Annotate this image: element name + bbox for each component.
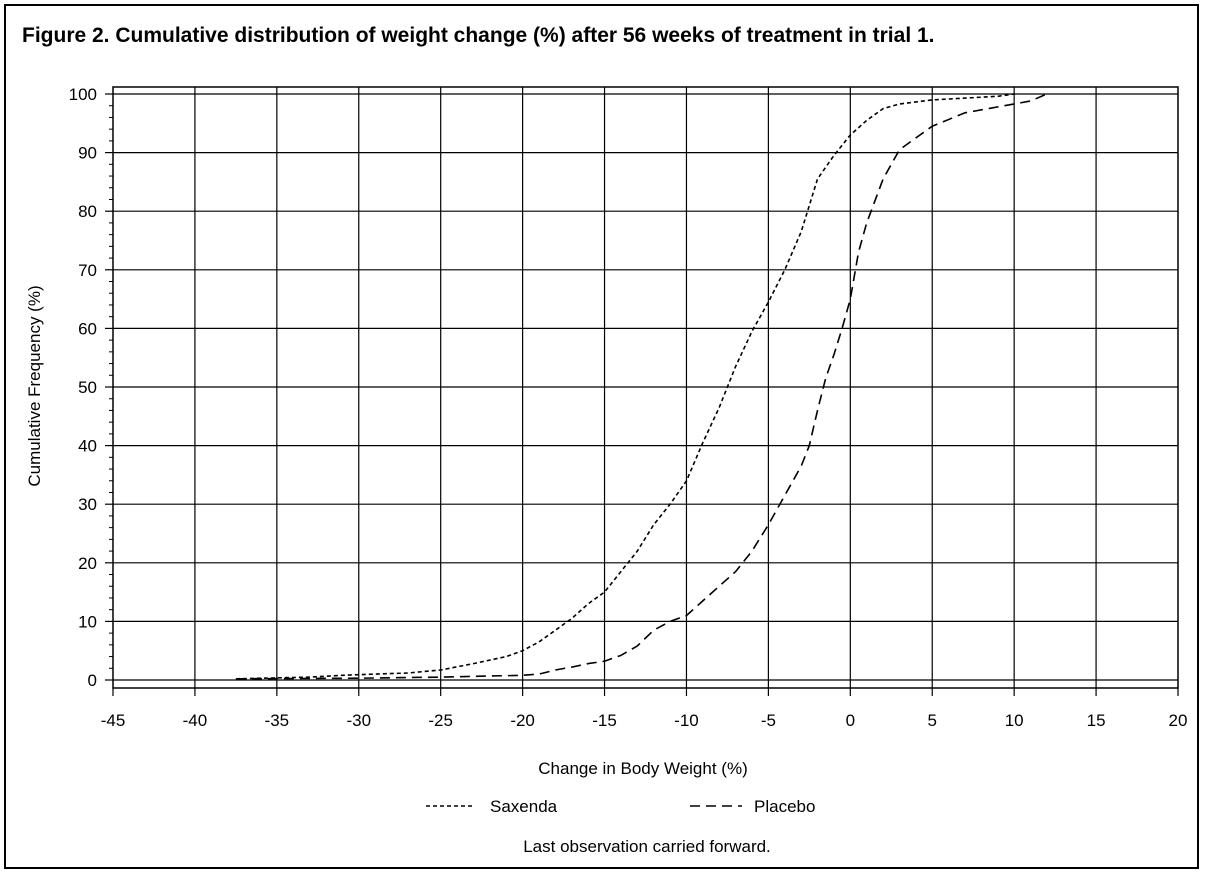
y-tick-label: 100 [69, 85, 97, 104]
x-tick-label: -25 [428, 711, 453, 730]
x-tick-label: -30 [346, 711, 371, 730]
footnote: Last observation carried forward. [523, 837, 771, 856]
series-line-placebo [235, 93, 1048, 680]
x-tick-label: 10 [1005, 711, 1024, 730]
x-tick-label: -35 [265, 711, 290, 730]
y-tick-label: 20 [78, 554, 97, 573]
y-tick-label: 0 [88, 671, 97, 690]
y-tick-label: 30 [78, 495, 97, 514]
y-tick-label: 50 [78, 378, 97, 397]
x-tick-label: -15 [592, 711, 617, 730]
y-axis-title: Cumulative Frequency (%) [25, 285, 44, 486]
x-tick-label: 5 [927, 711, 936, 730]
y-tick-label: 60 [78, 319, 97, 338]
legend-label-saxenda: Saxenda [490, 797, 558, 816]
axes: -45 -40 -35 -30 -25 -20 -15 -10 -5 0 5 10 15 20 0 10 20 3… [69, 85, 1188, 730]
x-tick-label: 20 [1169, 711, 1188, 730]
x-tick-label: -20 [510, 711, 535, 730]
x-tick-label: -40 [183, 711, 208, 730]
chart-title: Figure 2. Cumulative distribution of wei… [22, 24, 935, 47]
x-axis-title: Change in Body Weight (%) [538, 759, 747, 778]
x-tick-label: 15 [1087, 711, 1106, 730]
legend: Saxenda Placebo [426, 797, 815, 816]
y-tick-label: 90 [78, 144, 97, 163]
y-tick-label: 80 [78, 202, 97, 221]
x-tick-label: -45 [101, 711, 126, 730]
x-tick-label: -5 [761, 711, 776, 730]
series-lines [235, 93, 1048, 680]
x-tick-label: -10 [674, 711, 699, 730]
grid-lines [113, 87, 1178, 688]
y-tick-label: 40 [78, 437, 97, 456]
y-tick-label: 70 [78, 261, 97, 280]
figure-frame [4, 4, 1199, 869]
series-line-saxenda [235, 93, 1015, 680]
x-tick-label: 0 [846, 711, 855, 730]
y-tick-label: 10 [78, 612, 97, 631]
legend-label-placebo: Placebo [754, 797, 815, 816]
